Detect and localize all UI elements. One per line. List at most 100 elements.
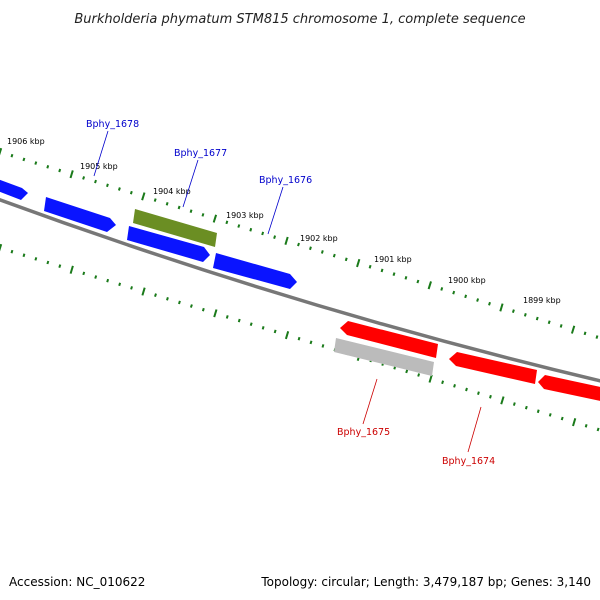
- minor-tick: [178, 300, 181, 305]
- minor-tick: [297, 242, 300, 247]
- minor-tick: [535, 316, 539, 321]
- gene-arrow-partial-right[interactable]: [538, 375, 600, 402]
- minor-tick: [511, 309, 515, 314]
- minor-tick: [166, 297, 169, 301]
- minor-tick: [249, 322, 253, 327]
- minor-tick: [177, 205, 181, 210]
- minor-tick: [201, 213, 205, 217]
- gene-arrow-bphy-1675[interactable]: [340, 321, 438, 358]
- minor-tick: [559, 324, 563, 328]
- minor-tick: [560, 416, 564, 421]
- minor-tick: [453, 384, 456, 388]
- minor-tick: [583, 331, 587, 336]
- minor-tick: [332, 253, 336, 258]
- minor-tick: [523, 313, 527, 317]
- minor-tick: [548, 413, 552, 417]
- minor-tick: [464, 294, 468, 299]
- minor-tick: [404, 276, 408, 280]
- minor-tick: [584, 424, 588, 428]
- minor-tick: [405, 369, 409, 374]
- minor-tick: [225, 315, 229, 319]
- leader-line: [182, 159, 199, 208]
- minor-tick: [524, 405, 528, 410]
- genome-summary: Topology: circular; Length: 3,479,187 bp…: [260, 575, 591, 589]
- tick-label: 1902 kbp: [300, 234, 338, 243]
- minor-tick: [118, 282, 122, 287]
- gene-arrow-partial[interactable]: [0, 178, 28, 200]
- accession: Accession: NC_010622: [9, 575, 145, 589]
- inner-tick-track: [0, 243, 600, 432]
- minor-tick: [117, 187, 121, 191]
- minor-tick: [130, 286, 133, 290]
- leader-line: [362, 378, 378, 425]
- minor-tick: [106, 183, 109, 188]
- major-tick: [0, 243, 3, 252]
- minor-tick: [380, 268, 384, 273]
- leader-line: [93, 130, 109, 177]
- minor-tick: [309, 340, 313, 345]
- minor-tick: [237, 318, 241, 323]
- minor-tick: [129, 190, 133, 195]
- tick-label: 1901 kbp: [374, 255, 412, 264]
- minor-tick: [94, 275, 98, 279]
- gene-arrow-bphy-1674[interactable]: [449, 352, 537, 384]
- tick-label: 1903 kbp: [226, 211, 264, 220]
- gene-label-bphy-1677[interactable]: Bphy_1677: [174, 148, 227, 159]
- minor-tick: [309, 246, 312, 251]
- major-tick: [428, 374, 433, 383]
- minor-tick: [201, 307, 205, 312]
- minor-tick: [476, 298, 480, 302]
- gene-arrow-forward[interactable]: [127, 226, 210, 262]
- gene-labels: Bphy_1678 Bphy_1677 Bphy_1676 Bphy_1675 …: [86, 119, 495, 467]
- minor-tick: [189, 304, 193, 308]
- minor-tick: [189, 209, 193, 213]
- minor-tick: [154, 293, 157, 298]
- tick-label: 1905 kbp: [80, 162, 118, 171]
- minor-tick: [512, 402, 516, 406]
- outer-tick-track: [0, 147, 599, 339]
- minor-tick: [489, 394, 492, 399]
- major-tick: [69, 170, 74, 179]
- major-tick: [572, 418, 577, 427]
- tick-labels: 1906 kbp 1905 kbp 1904 kbp 1903 kbp 1902…: [7, 137, 561, 305]
- minor-tick: [297, 336, 301, 341]
- minor-tick: [465, 387, 468, 392]
- minor-tick: [46, 165, 50, 169]
- minor-tick: [165, 202, 169, 206]
- minor-tick: [595, 335, 599, 339]
- major-tick: [213, 309, 218, 318]
- minor-tick: [321, 344, 325, 348]
- gene-label-bphy-1678[interactable]: Bphy_1678: [86, 119, 139, 130]
- gene-label-bphy-1674[interactable]: Bphy_1674: [442, 456, 495, 467]
- gene-label-bphy-1675[interactable]: Bphy_1675: [337, 427, 390, 438]
- gene-arrow-grey[interactable]: [334, 338, 434, 376]
- minor-tick: [153, 198, 157, 202]
- major-tick: [284, 331, 290, 340]
- minor-tick: [344, 257, 348, 262]
- minor-tick: [547, 320, 551, 325]
- major-tick: [141, 192, 146, 201]
- minor-tick: [34, 257, 38, 261]
- gene-arrow-bphy-1676[interactable]: [213, 253, 297, 289]
- minor-tick: [416, 279, 420, 284]
- minor-tick: [273, 329, 277, 334]
- gene-arrow-bphy-1678[interactable]: [44, 197, 116, 232]
- minor-tick: [225, 220, 229, 225]
- major-tick: [570, 325, 576, 334]
- gene-arrow-bphy-1677[interactable]: [133, 209, 217, 247]
- gene-label-bphy-1676[interactable]: Bphy_1676: [259, 175, 312, 186]
- minor-tick: [320, 250, 324, 254]
- minor-tick: [82, 176, 86, 180]
- leader-line: [467, 406, 482, 453]
- minor-tick: [34, 161, 38, 165]
- minor-tick: [596, 427, 600, 432]
- minor-tick: [94, 179, 97, 184]
- minor-tick: [452, 290, 456, 295]
- tick-label: 1900 kbp: [448, 276, 486, 285]
- minor-tick: [261, 231, 265, 236]
- chromosome-backbone: [0, 197, 600, 383]
- major-tick: [500, 396, 505, 405]
- minor-tick: [58, 168, 62, 173]
- minor-tick: [417, 373, 421, 377]
